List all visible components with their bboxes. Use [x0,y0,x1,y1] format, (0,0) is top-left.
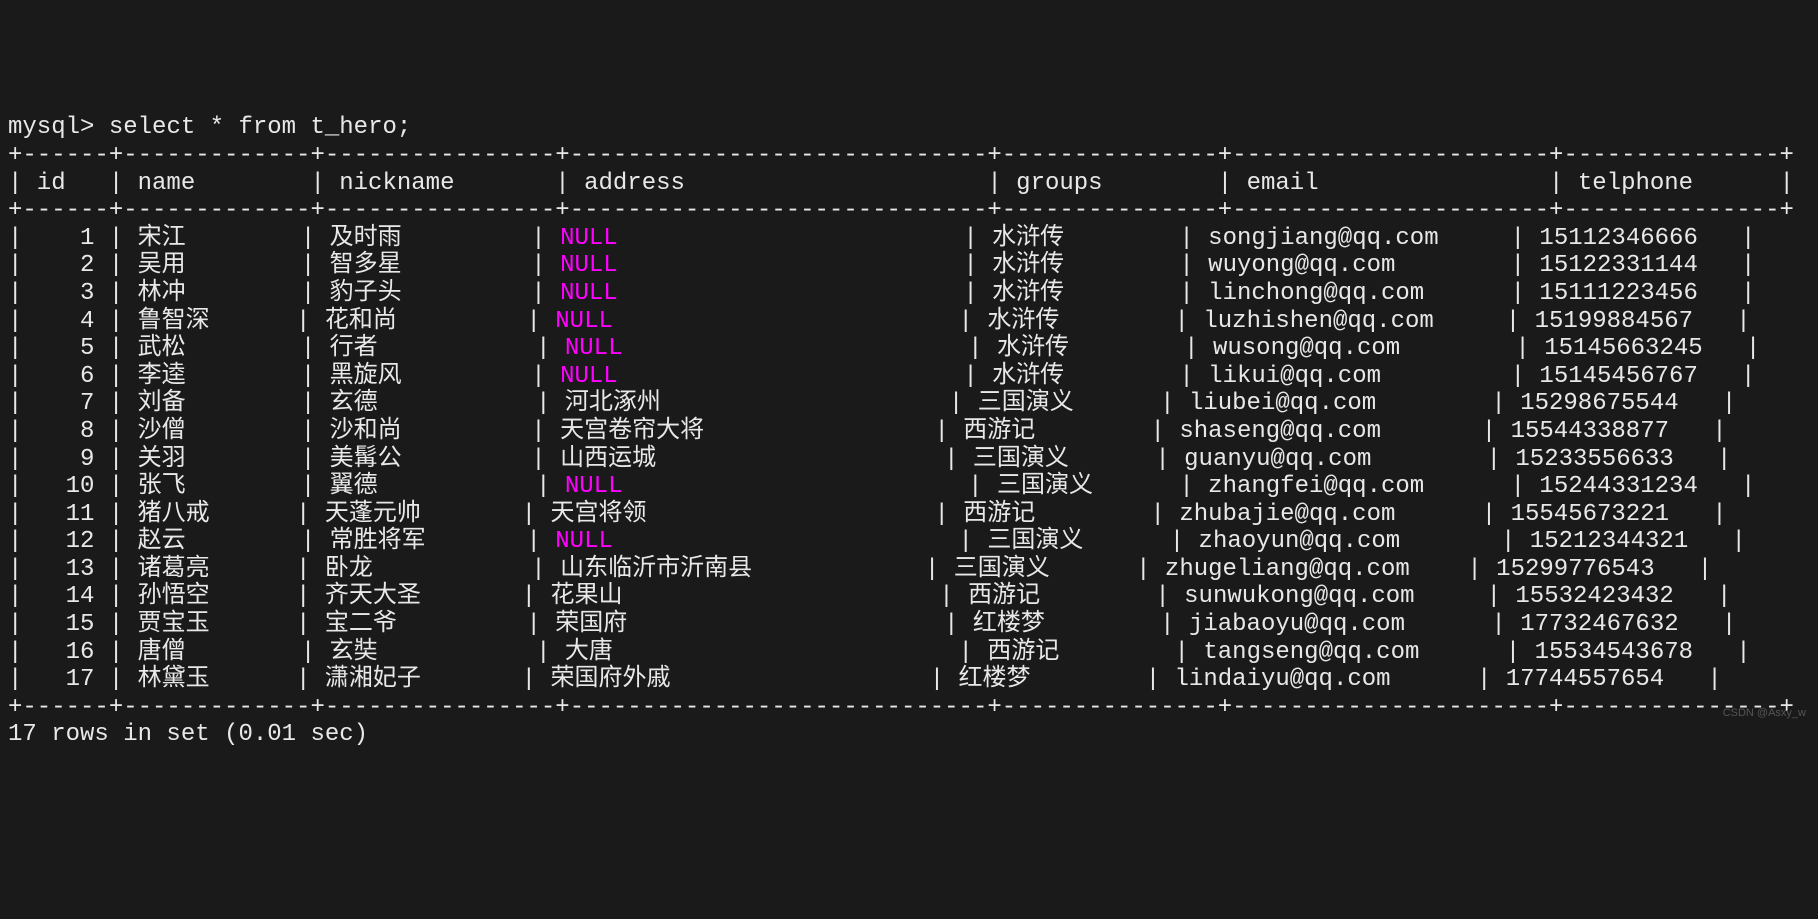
table-border: +------+-------------+----------------+-… [8,197,1794,224]
sql-query: select * from t_hero; [109,114,411,141]
table-row: | 8 | 沙僧 | 沙和尚 | 天宫卷帘大将 | 西游记 | shaseng@… [8,418,1727,445]
table-row: | 12 | 赵云 | 常胜将军 | NULL | 三国演义 | zhaoyun… [8,528,1746,555]
mysql-terminal-output: mysql> select * from t_hero; +------+---… [8,114,1810,749]
table-border: +------+-------------+----------------+-… [8,142,1794,169]
table-row: | 7 | 刘备 | 玄德 | 河北涿州 | 三国演义 | liubei@qq.… [8,390,1736,417]
table-row: | 2 | 吴用 | 智多星 | NULL | 水浒传 | wuyong@qq.… [8,252,1755,279]
mysql-prompt: mysql> [8,114,94,141]
table-row: | 6 | 李逵 | 黑旋风 | NULL | 水浒传 | likui@qq.c… [8,363,1755,390]
table-row: | 14 | 孙悟空 | 齐天大圣 | 花果山 | 西游记 | sunwukon… [8,583,1731,610]
table-row: | 1 | 宋江 | 及时雨 | NULL | 水浒传 | songjiang@… [8,225,1755,252]
table-row: | 10 | 张飞 | 翼德 | NULL | 三国演义 | zhangfei@… [8,473,1755,500]
table-row: | 15 | 贾宝玉 | 宝二爷 | 荣国府 | 红楼梦 | jiabaoyu@… [8,611,1736,638]
result-footer: 17 rows in set (0.01 sec) [8,721,368,748]
watermark: CSDN @Asxy_w [1723,707,1806,720]
table-row: | 9 | 关羽 | 美髯公 | 山西运城 | 三国演义 | guanyu@qq… [8,446,1731,473]
table-header-row: | id | name | nickname | address | group… [8,170,1794,197]
table-row: | 16 | 唐僧 | 玄奘 | 大唐 | 西游记 | tangseng@qq.… [8,639,1751,666]
table-row: | 17 | 林黛玉 | 潇湘妃子 | 荣国府外戚 | 红楼梦 | lindai… [8,666,1722,693]
table-border: +------+-------------+----------------+-… [8,694,1794,721]
table-row: | 4 | 鲁智深 | 花和尚 | NULL | 水浒传 | luzhishen… [8,308,1751,335]
table-row: | 3 | 林冲 | 豹子头 | NULL | 水浒传 | linchong@q… [8,280,1755,307]
table-row: | 5 | 武松 | 行者 | NULL | 水浒传 | wusong@qq.c… [8,335,1760,362]
table-row: | 11 | 猪八戒 | 天蓬元帅 | 天宫将领 | 西游记 | zhubaji… [8,501,1727,528]
table-row: | 13 | 诸葛亮 | 卧龙 | 山东临沂市沂南县 | 三国演义 | zhug… [8,556,1712,583]
